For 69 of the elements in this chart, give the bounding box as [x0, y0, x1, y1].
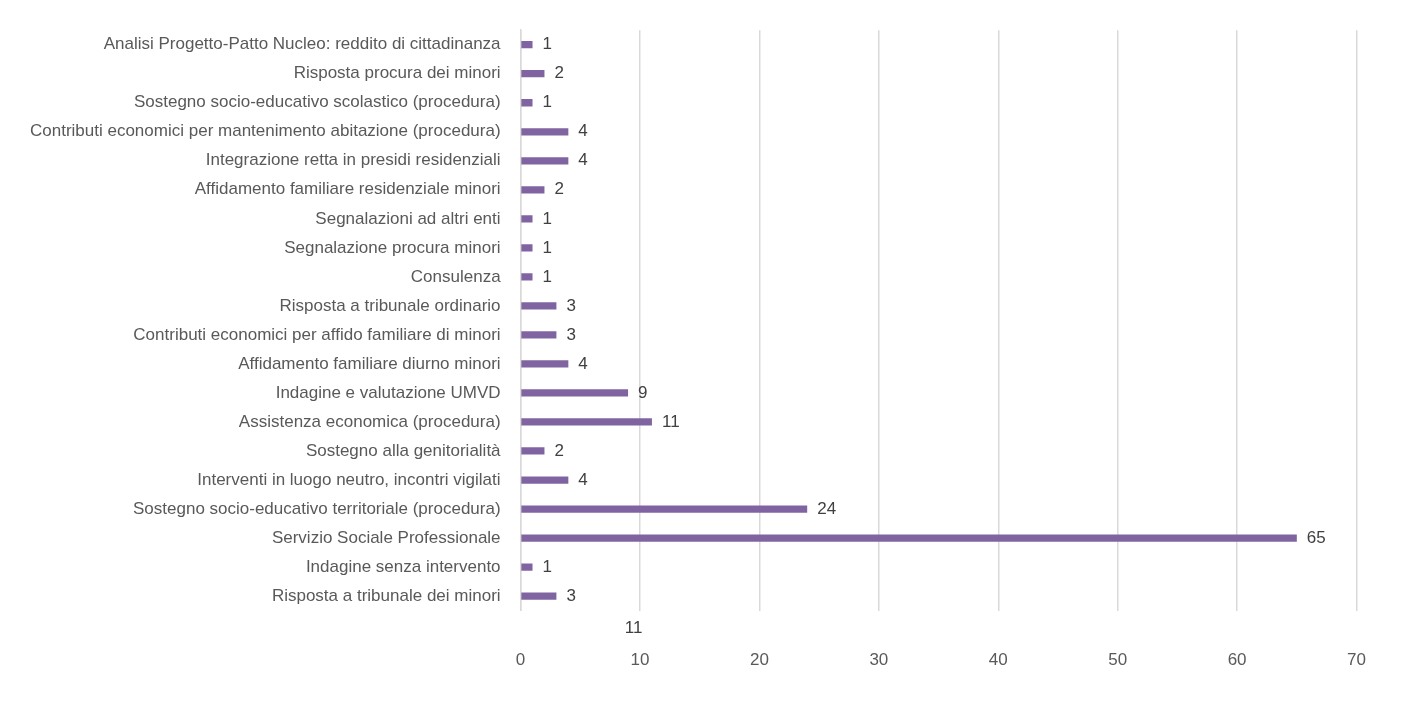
bar [521, 418, 652, 426]
bar [521, 70, 545, 78]
bar [521, 360, 569, 368]
data-label: 1 [542, 92, 552, 112]
data-label: 4 [578, 469, 588, 489]
y-tick-label: Contributi economici per affido familiare di minori [133, 324, 501, 344]
data-label: 24 [817, 498, 837, 518]
y-tick-label: Sostegno alla genitorialità [305, 440, 502, 460]
data-label: 1 [542, 208, 552, 228]
data-label: 1 [542, 34, 552, 54]
data-label: 3 [566, 324, 576, 344]
bar [521, 157, 569, 165]
bar [521, 128, 569, 136]
data-label: 1 [542, 556, 552, 576]
bar [521, 447, 545, 455]
x-tick-label: 40 [988, 650, 1008, 670]
data-label: 3 [566, 585, 576, 605]
y-tick-label: Segnalazione procura minori [284, 237, 501, 257]
bar [521, 186, 545, 194]
data-label: 9 [638, 382, 648, 402]
y-tick-label: Integrazione retta in presidi residenziali [205, 150, 501, 170]
y-tick-label: Assistenza economica (procedura) [238, 411, 501, 431]
data-label: 2 [554, 440, 564, 460]
y-tick-label: Indagine senza intervento [305, 556, 501, 576]
x-tick-label: 20 [749, 650, 769, 670]
bar [521, 331, 557, 339]
y-tick-label: Risposta a tribunale dei minori [271, 585, 501, 605]
y-tick-label: Servizio Sociale Professionale [271, 527, 501, 547]
y-tick-label: Indagine e valutazione UMVD [275, 382, 501, 402]
bar [521, 592, 557, 600]
x-tick-label: 50 [1108, 650, 1128, 670]
y-tick-label: Risposta a tribunale ordinario [279, 295, 501, 315]
y-tick-label: Consulenza [410, 266, 502, 286]
bar [521, 273, 533, 281]
bar [521, 476, 569, 484]
bar [521, 505, 808, 513]
data-label: 2 [554, 179, 564, 199]
y-tick-label: Sostegno socio-educativo scolastico (procedura) [133, 92, 501, 112]
y-tick-label: Risposta procura dei minori [293, 63, 501, 83]
bar [521, 534, 1297, 542]
data-label: 1 [542, 237, 552, 257]
bar [521, 99, 533, 107]
x-tick-label: 10 [630, 650, 650, 670]
bar [521, 563, 533, 571]
y-tick-label: Segnalazioni ad altri enti [315, 208, 501, 228]
y-tick-label: Sostegno socio-educativo territoriale (procedura) [133, 498, 501, 518]
y-tick-label: Affidamento familiare diurno minori [238, 353, 501, 373]
bar [521, 41, 533, 49]
bar [521, 389, 629, 397]
data-label: 1 [542, 266, 552, 286]
y-tick-label: Contributi economici per mantenimento abitazione (procedura) [29, 121, 501, 141]
data-label: 11 [661, 411, 680, 431]
bar [521, 215, 533, 223]
x-tick-label: 60 [1227, 650, 1247, 670]
data-label: 65 [1306, 527, 1326, 547]
x-tick-label: 0 [515, 650, 526, 670]
bar [521, 244, 533, 252]
x-tick-label: 30 [869, 650, 889, 670]
y-tick-label: Analisi Progetto-Patto Nucleo: reddito di cittadinanza [103, 34, 502, 54]
y-tick-label: Affidamento familiare residenziale minori [194, 179, 501, 199]
data-label: 3 [566, 295, 576, 315]
bar [521, 302, 557, 310]
data-label: 4 [578, 121, 588, 141]
data-label: 4 [578, 150, 588, 170]
text: 11 [624, 618, 643, 638]
y-tick-label: Interventi in luogo neutro, incontri vigilati [197, 469, 501, 489]
data-label: 4 [578, 353, 588, 373]
data-label: 2 [554, 63, 564, 83]
x-tick-label: 70 [1347, 650, 1367, 670]
